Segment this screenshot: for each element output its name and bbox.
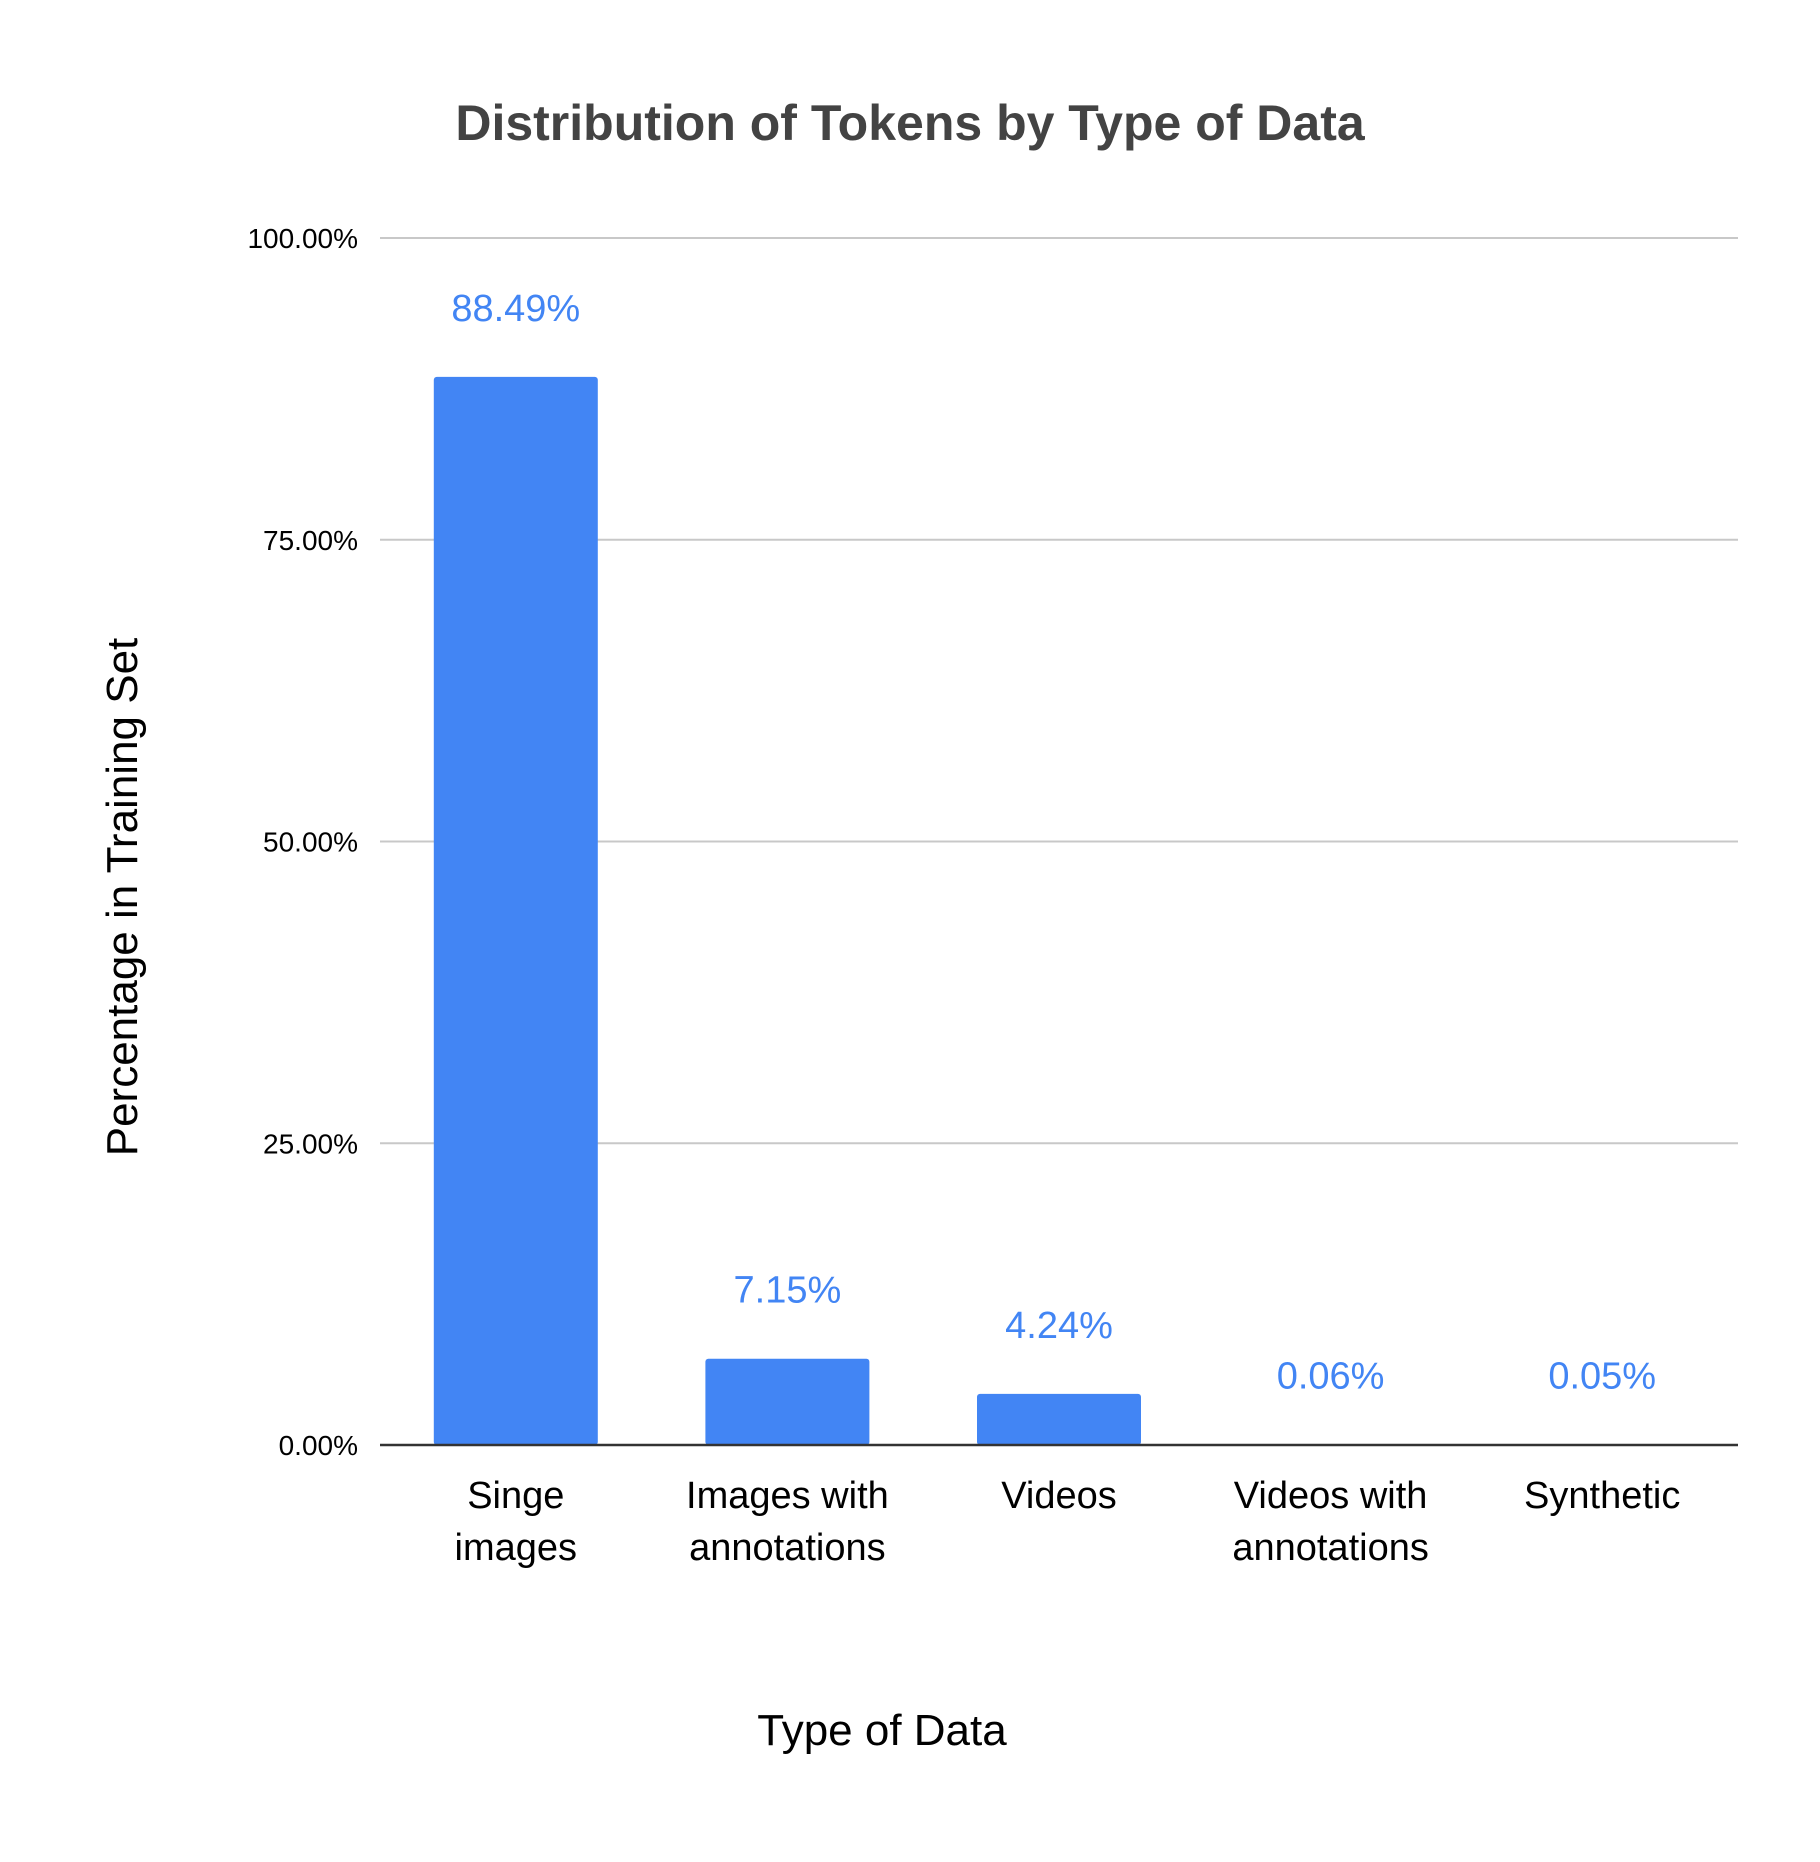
data-labels: 88.49% 7.15% 4.24% 0.06% 0.05% (451, 288, 1656, 1397)
data-label: 7.15% (734, 1270, 842, 1312)
y-tick-label: 75.00% (263, 525, 358, 556)
y-tick-label: 100.00% (247, 223, 358, 254)
gridlines (380, 237, 1738, 1145)
data-label: 4.24% (1005, 1305, 1113, 1347)
x-tick-label: Videos with annotations (1232, 1475, 1429, 1569)
x-tick-label: Synthetic (1524, 1475, 1680, 1517)
data-label: 0.05% (1548, 1355, 1656, 1397)
chart-title: Distribution of Tokens by Type of Data (455, 95, 1365, 151)
bar (705, 1358, 870, 1445)
y-tick-label: 25.00% (263, 1128, 358, 1159)
y-tick-label: 50.00% (263, 827, 358, 858)
y-axis-title: Percentage in Training Set (98, 638, 147, 1157)
data-label: 88.49% (451, 288, 580, 330)
y-tick-label: 0.00% (279, 1430, 358, 1461)
data-label: 0.06% (1277, 1355, 1385, 1397)
bar (977, 1393, 1141, 1445)
x-axis-categories: Singe images Images with annotations Videos V… (455, 1475, 1681, 1569)
x-axis-title: Type of Data (757, 1706, 1007, 1755)
y-axis-ticks: 0.00% 25.00% 50.00% 75.00% 100.00% (247, 223, 358, 1461)
x-tick-label: Singe images (455, 1475, 578, 1569)
bars (433, 376, 1685, 1446)
x-tick-label: Images with annotations (686, 1475, 889, 1569)
bar (433, 376, 598, 1446)
x-tick-label: Videos (1001, 1475, 1117, 1517)
